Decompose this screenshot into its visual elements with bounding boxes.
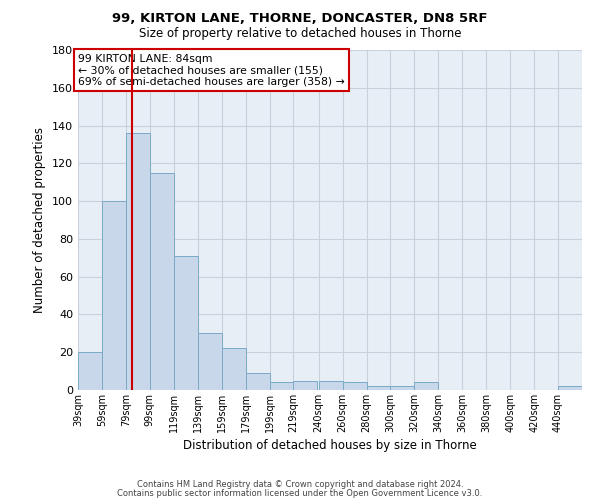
Text: Contains public sector information licensed under the Open Government Licence v3: Contains public sector information licen… — [118, 488, 482, 498]
Y-axis label: Number of detached properties: Number of detached properties — [34, 127, 46, 313]
Bar — [150, 173, 174, 390]
Bar — [391, 386, 415, 390]
Bar — [174, 256, 198, 390]
Text: Size of property relative to detached houses in Thorne: Size of property relative to detached ho… — [139, 28, 461, 40]
Text: 99, KIRTON LANE, THORNE, DONCASTER, DN8 5RF: 99, KIRTON LANE, THORNE, DONCASTER, DN8 … — [112, 12, 488, 26]
Bar — [198, 334, 221, 390]
Bar — [319, 380, 343, 390]
Text: Contains HM Land Registry data © Crown copyright and database right 2024.: Contains HM Land Registry data © Crown c… — [137, 480, 463, 489]
Bar — [558, 386, 582, 390]
Bar — [102, 201, 126, 390]
Bar — [367, 386, 391, 390]
Bar — [78, 352, 102, 390]
Bar — [343, 382, 367, 390]
Bar — [293, 380, 317, 390]
Bar — [221, 348, 245, 390]
Text: 99 KIRTON LANE: 84sqm
← 30% of detached houses are smaller (155)
69% of semi-det: 99 KIRTON LANE: 84sqm ← 30% of detached … — [78, 54, 345, 87]
Bar — [245, 373, 269, 390]
X-axis label: Distribution of detached houses by size in Thorne: Distribution of detached houses by size … — [183, 439, 477, 452]
Bar — [269, 382, 293, 390]
Bar — [126, 133, 150, 390]
Bar — [415, 382, 439, 390]
